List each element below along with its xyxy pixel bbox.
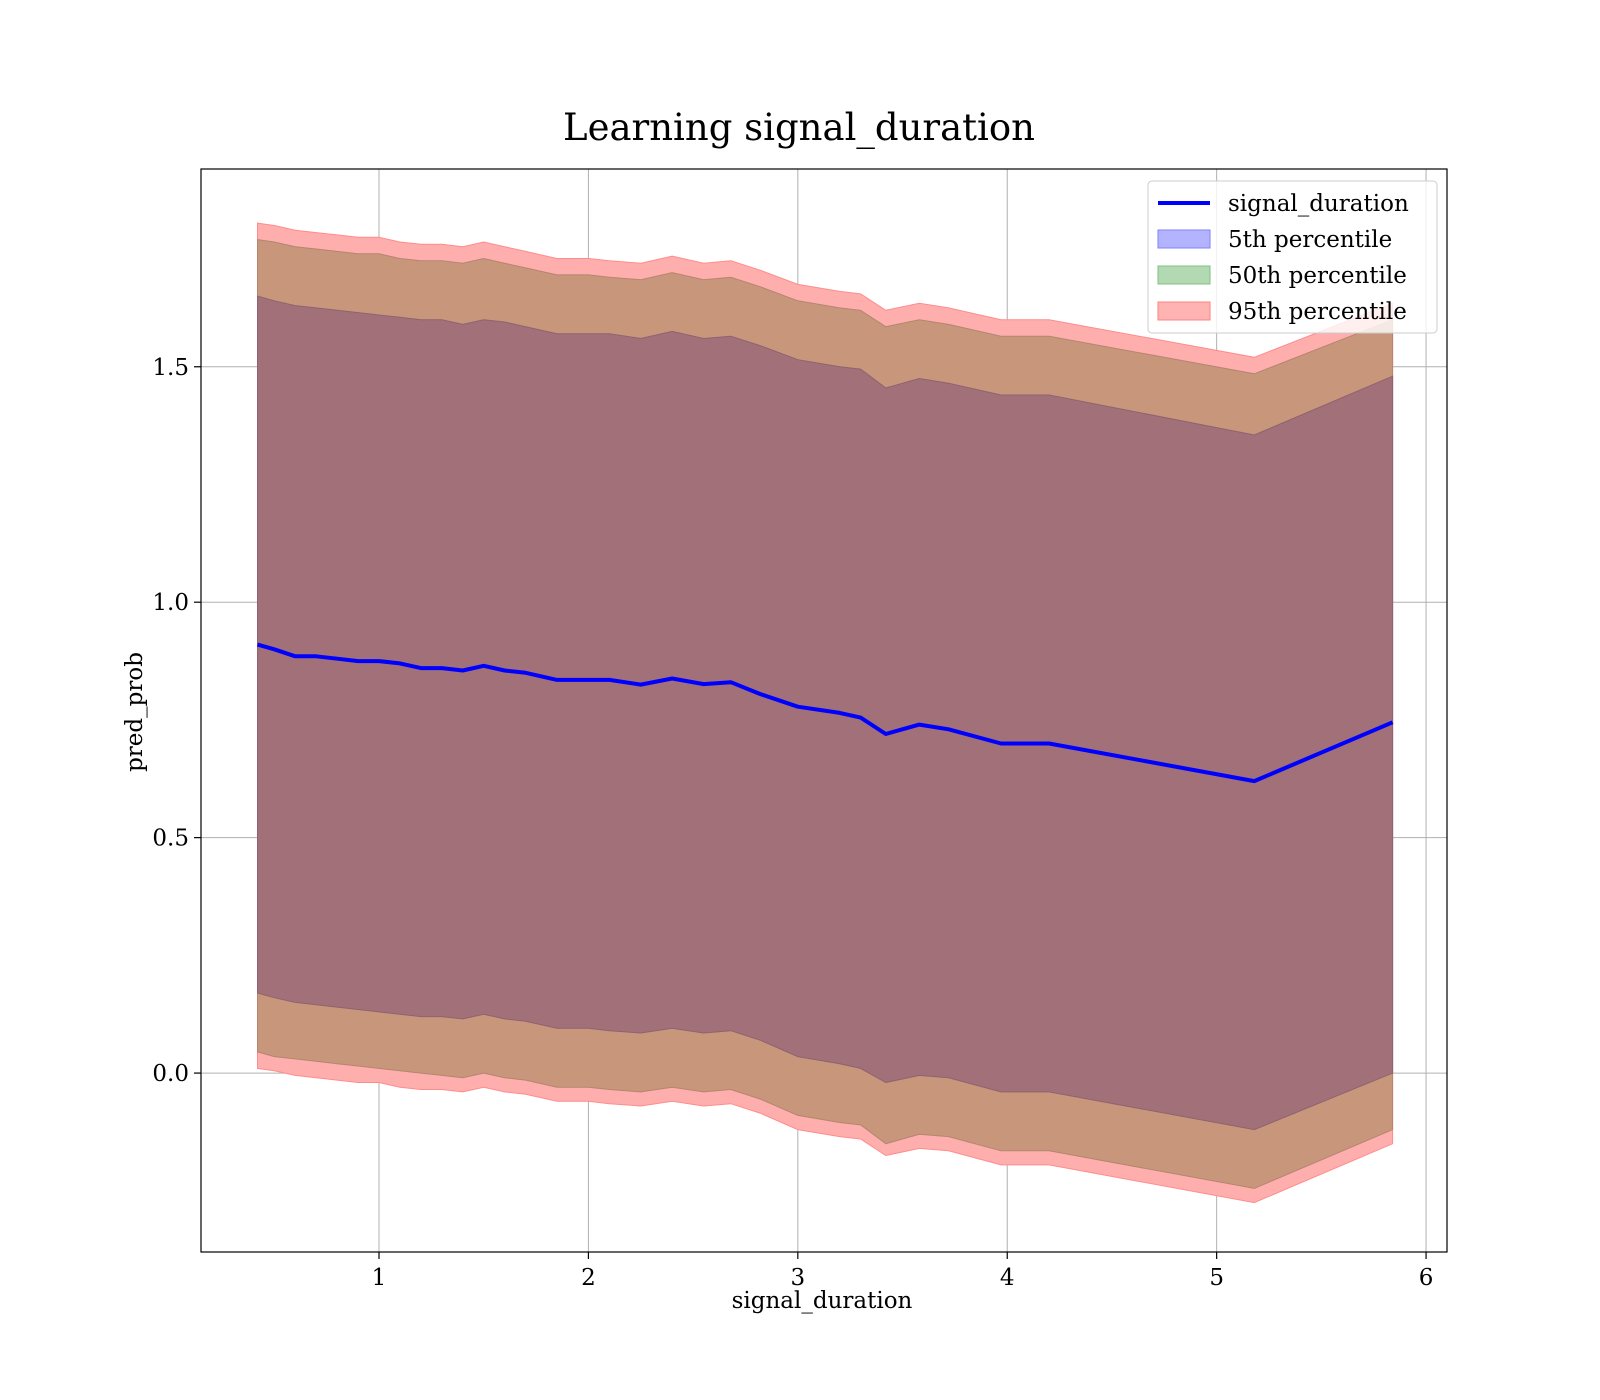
y-tick-label: 1.5 — [152, 355, 189, 381]
series-lines — [256, 642, 1394, 784]
y-axis-label: pred_prob — [122, 652, 148, 772]
band-5th-percentile — [257, 295, 1394, 1131]
percentile-bands — [257, 222, 1394, 1204]
y-tick-label: 0.5 — [152, 826, 189, 852]
x-tick-label: 4 — [1000, 1265, 1015, 1291]
legend-entry-label: 95th percentile — [1228, 299, 1407, 325]
legend-entry-label: 50th percentile — [1228, 263, 1407, 289]
x-tick-label: 5 — [1209, 1265, 1224, 1291]
axis-ticks: 1 2 3 4 5 6 0.0 0.5 1.0 1.5 — [152, 355, 1433, 1291]
x-tick-label: 2 — [581, 1265, 596, 1291]
legend-box — [1147, 180, 1438, 334]
y-tick-label: 1.0 — [152, 590, 189, 616]
legend-entry-label: signal_duration — [1228, 191, 1409, 217]
legend-swatch-patch — [1157, 301, 1211, 321]
legend: signal_duration 5th percentile 50th percen… — [1147, 180, 1438, 334]
x-tick-label: 1 — [372, 1265, 387, 1291]
x-tick-label: 3 — [791, 1265, 806, 1291]
x-axis-label: signal_duration — [732, 1288, 913, 1314]
legend-entry-label: 5th percentile — [1228, 227, 1392, 253]
legend-swatch-patch — [1157, 229, 1211, 249]
legend-swatch-patch — [1157, 265, 1211, 285]
series-line-signal-duration — [256, 642, 1394, 784]
y-tick-label: 0.0 — [152, 1061, 189, 1087]
chart-title: Learning signal_duration — [563, 106, 1035, 150]
x-tick-label: 6 — [1419, 1265, 1434, 1291]
plot-frame — [200, 168, 1448, 1253]
